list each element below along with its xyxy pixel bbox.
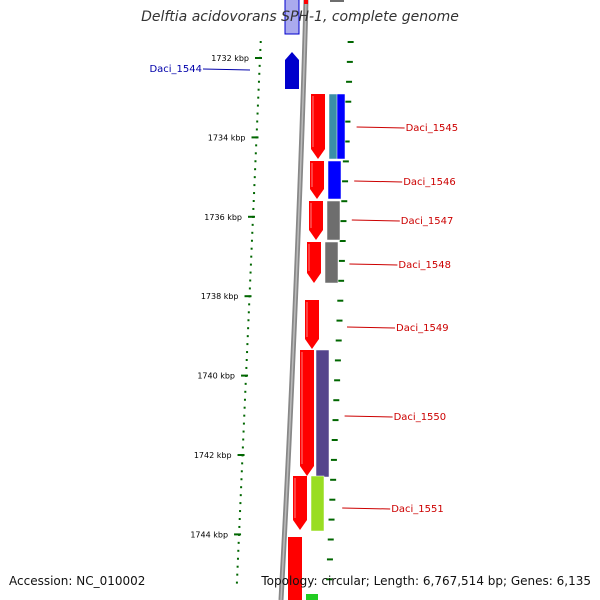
cog-box-Daci_1545 <box>336 93 346 160</box>
leader-line-Daci_1544 <box>202 68 251 71</box>
gene-Daci_1549 <box>305 300 319 349</box>
cog-box-Daci_1547 <box>326 200 341 241</box>
ruler-tick-label: 1740 kbp <box>197 372 235 381</box>
ruler-tick-label: 1738 kbp <box>201 292 239 301</box>
gene-Daci_1550 <box>300 350 314 476</box>
cog-box-Daci_1546 <box>327 160 342 200</box>
gene-Daci_1544 <box>285 52 299 89</box>
leader-line-Daci_1551 <box>342 507 391 510</box>
cog-box-Daci_1548 <box>324 241 339 284</box>
gene-label-Daci_1546: Daci_1546 <box>403 177 456 188</box>
gene-partial-reverse <box>284 0 300 35</box>
leader-line-Daci_1545 <box>356 126 405 129</box>
cog-box-Daci_1550 <box>315 349 330 478</box>
cog-partial-bottom <box>306 594 318 600</box>
cog-box-Daci_1551 <box>310 475 325 532</box>
gene-label-Daci_1544: Daci_1544 <box>149 64 202 75</box>
gene-track <box>284 0 346 600</box>
map-title: Delftia acidovorans SPH-1, complete geno… <box>141 9 459 25</box>
gene-label-Daci_1551: Daci_1551 <box>391 504 444 515</box>
gene-Daci_1547 <box>309 201 323 240</box>
leader-line-Daci_1550 <box>344 415 393 418</box>
gene-Daci_1548 <box>307 242 321 283</box>
leader-line-Daci_1549 <box>346 326 396 329</box>
backbone-track <box>278 0 309 600</box>
gene-Daci_1551 <box>293 476 307 530</box>
leader-line-Daci_1548 <box>349 263 398 266</box>
ruler-tick-label: 1736 kbp <box>204 213 242 222</box>
gene-Daci_1546 <box>310 161 324 199</box>
gene-Daci_1545 <box>311 94 325 159</box>
cog-partial <box>330 0 344 2</box>
ruler-tick-label: 1742 kbp <box>194 451 232 460</box>
gene-label-Daci_1545: Daci_1545 <box>406 123 459 134</box>
ruler-tick-label: 1744 kbp <box>190 530 228 539</box>
ruler-tick-label: 1734 kbp <box>208 133 246 142</box>
ruler-tick-label: 1732 kbp <box>211 54 249 63</box>
leader-line-Daci_1546 <box>354 180 403 183</box>
backbone-highlight <box>280 0 307 600</box>
gene-label-Daci_1550: Daci_1550 <box>394 412 447 423</box>
gene-label-Daci_1548: Daci_1548 <box>398 260 451 271</box>
ruler: 1732 kbp 1734 kbp 1736 kbp 1738 kbp 1740 kbp… <box>190 41 354 584</box>
topology-text: Topology: circular; Length: 6,767,514 bp… <box>261 574 591 588</box>
gene-partial-bottom <box>288 537 302 600</box>
gene-label-Daci_1549: Daci_1549 <box>396 323 449 334</box>
gene-label-Daci_1547: Daci_1547 <box>401 216 454 227</box>
gene-partial-forward <box>304 0 308 4</box>
leader-line-Daci_1547 <box>351 219 400 222</box>
accession-text: Accession: NC_010002 <box>9 574 146 588</box>
gene-labels: Daci_1544 Daci_1545 Daci_1546 Daci_1547 Daci… <box>149 64 458 515</box>
